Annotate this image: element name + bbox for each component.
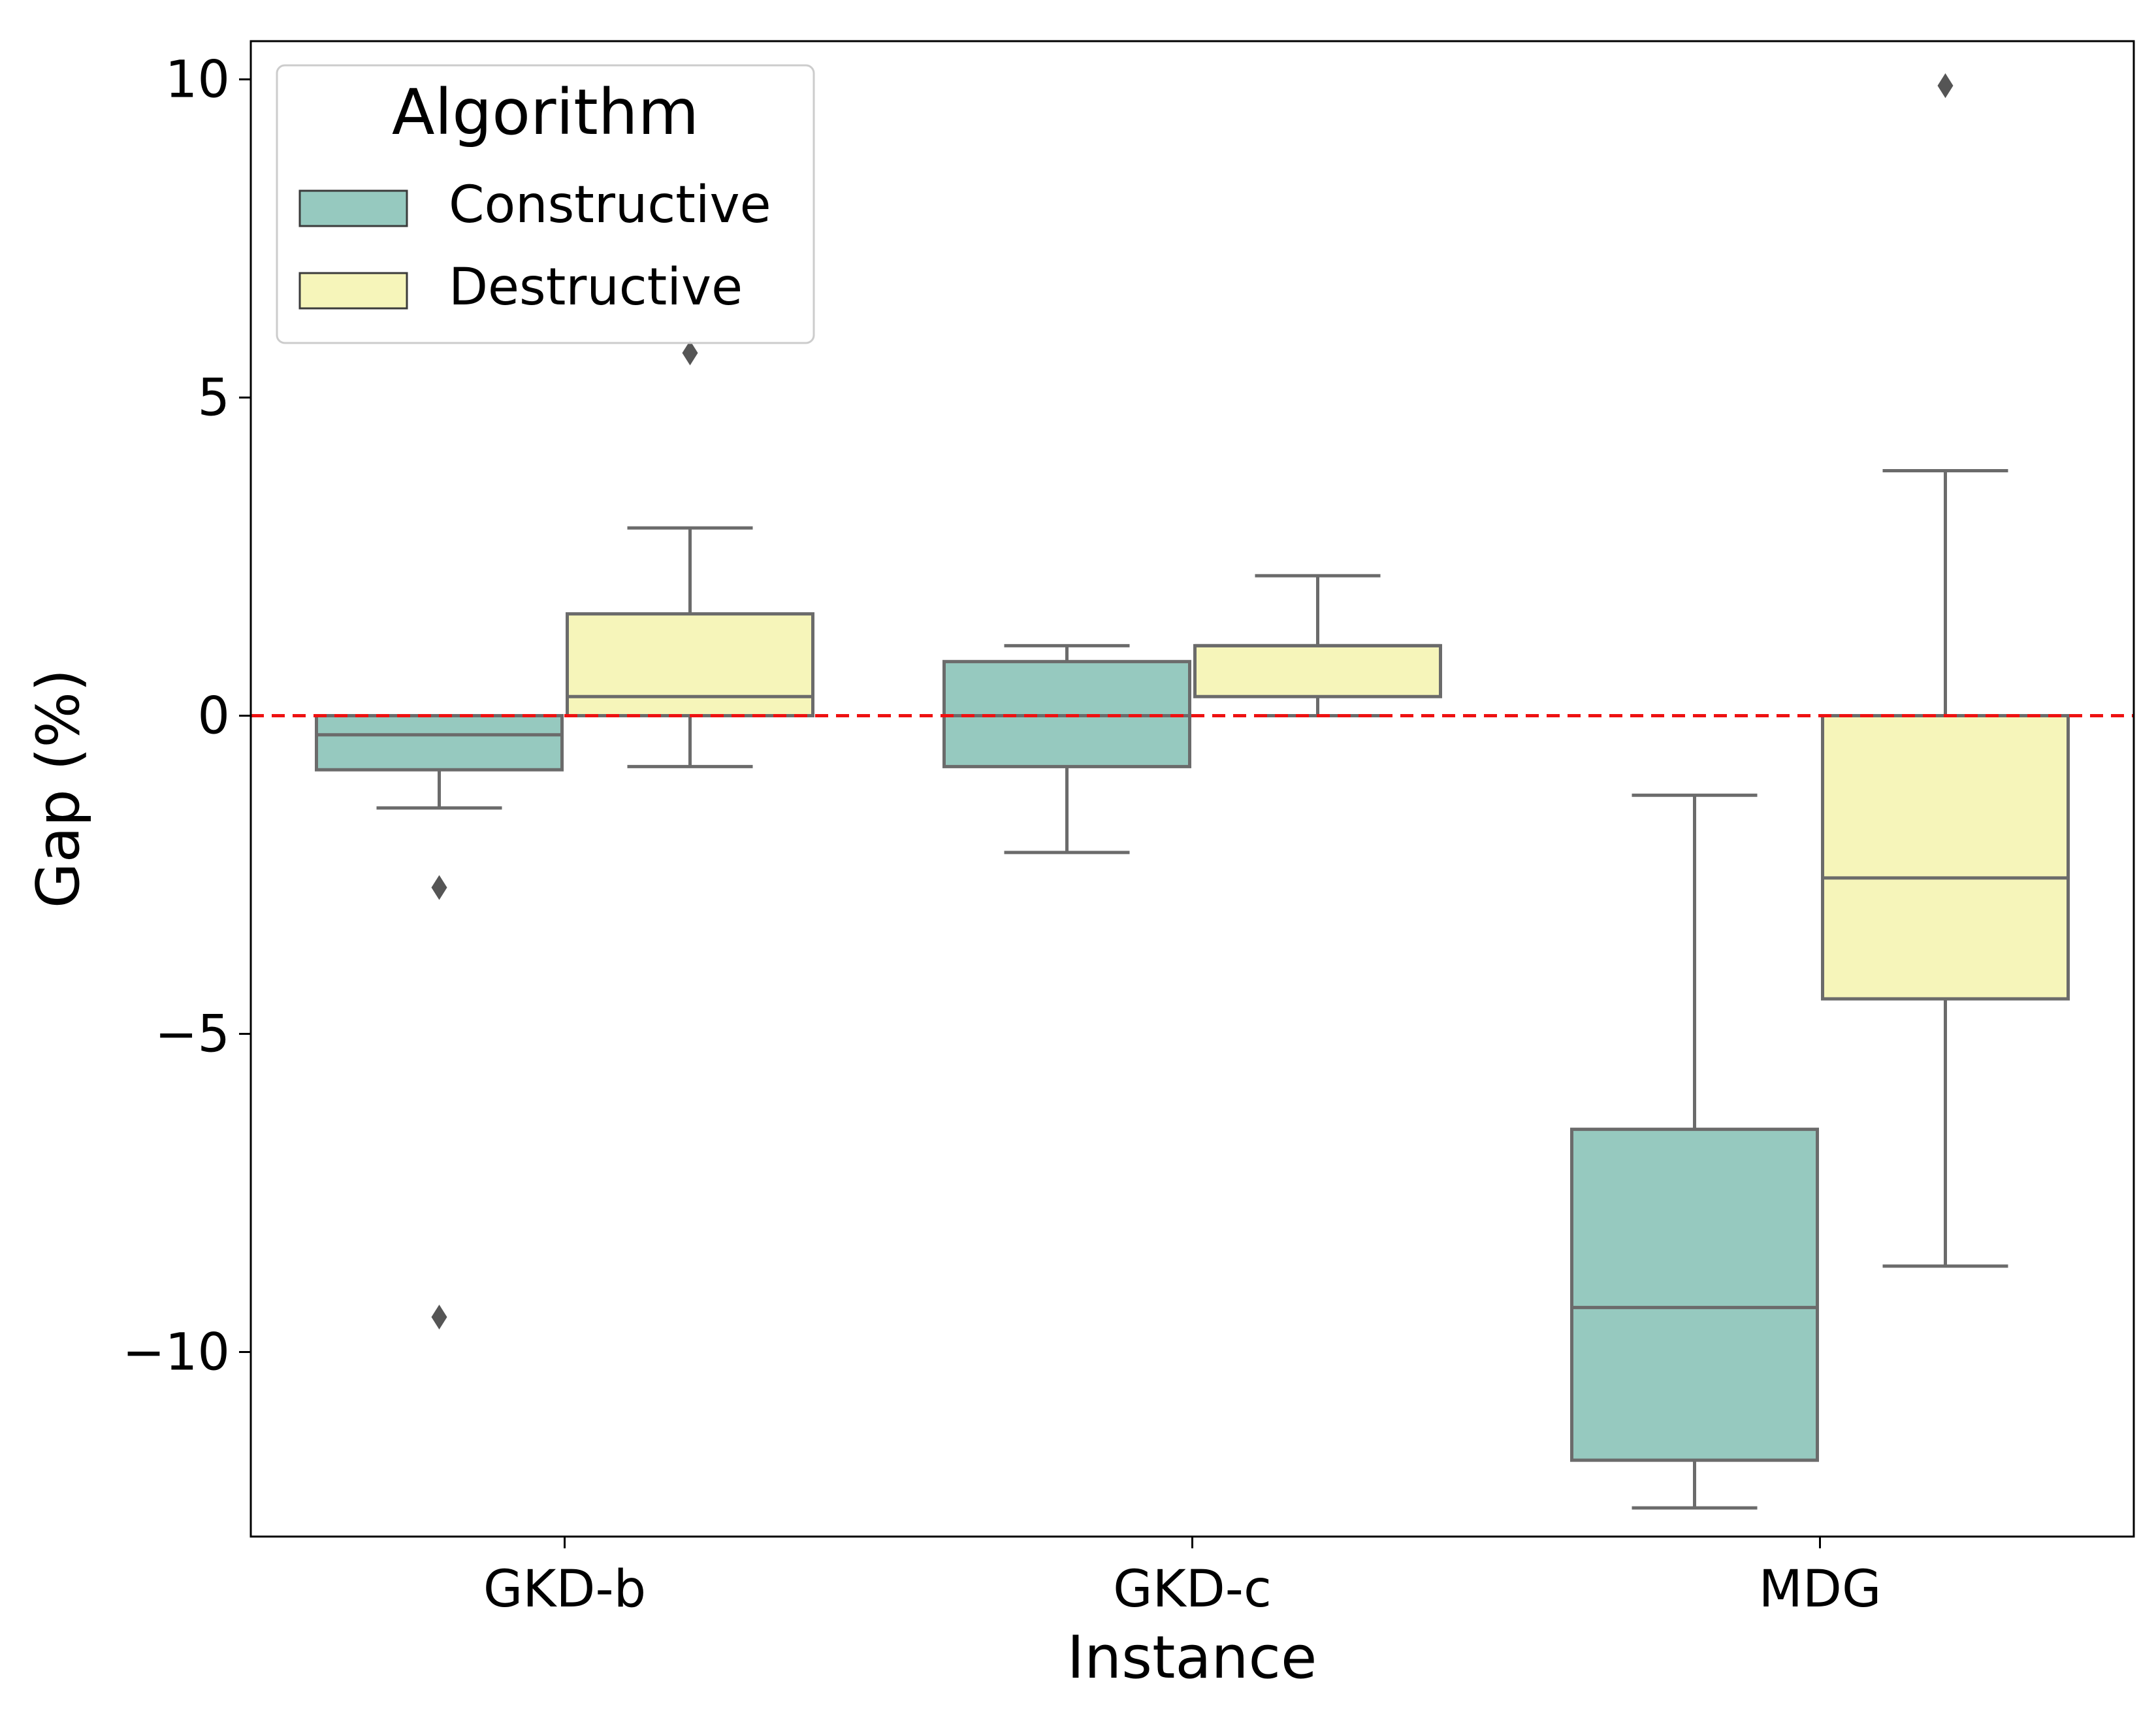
x-axis-label: Instance <box>1067 1623 1317 1692</box>
x-tick-label: MDG <box>1759 1560 1882 1619</box>
destructive-gkd-c-box <box>1193 644 1442 698</box>
y-axis: 10 5 0 −5 −10 <box>122 50 251 1382</box>
legend: Algorithm Constructive Destructive <box>276 64 815 344</box>
y-tick-label: 5 <box>197 368 230 427</box>
constructive-gkd-b-outlier-0 <box>431 875 447 900</box>
legend-label-destructive: Destructive <box>449 258 743 317</box>
y-tick-label: −10 <box>122 1324 230 1382</box>
x-tick-label: GKD-b <box>483 1560 646 1619</box>
destructive-gkd-b-outlier-0 <box>682 340 698 366</box>
legend-title: Algorithm <box>392 76 699 149</box>
y-tick-label: −5 <box>155 1005 230 1064</box>
y-tick-label: 0 <box>197 687 230 745</box>
destructive-mdg-box <box>1821 713 2070 1001</box>
constructive-gkd-b-outlier-1 <box>431 1304 447 1329</box>
x-axis: GKD-b GKD-c MDG <box>483 1537 1882 1619</box>
plot-area <box>251 73 2134 1510</box>
y-axis-label: Gap (%) <box>24 669 93 908</box>
constructive-gkd-b-box <box>315 713 564 772</box>
destructive-gkd-b-box <box>566 612 814 717</box>
constructive-mdg-box <box>1570 1128 1819 1462</box>
x-tick-label: GKD-c <box>1113 1560 1272 1619</box>
y-tick-label: 10 <box>165 50 230 109</box>
legend-swatch-destructive <box>298 272 408 310</box>
destructive-mdg-outlier-0 <box>1937 73 1954 99</box>
legend-frame <box>276 64 815 344</box>
legend-swatch-constructive <box>298 189 408 227</box>
legend-label-constructive: Constructive <box>449 176 771 235</box>
